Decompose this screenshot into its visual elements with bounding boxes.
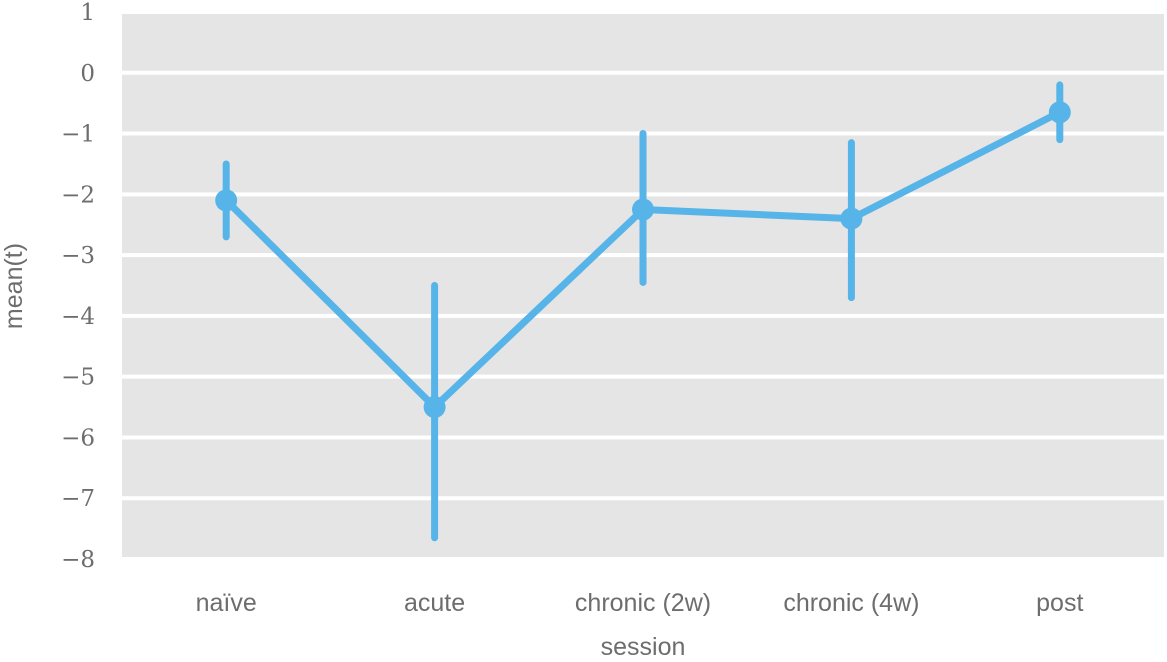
data-point [840, 207, 863, 230]
y-tick-label: 1 [80, 0, 95, 26]
x-tick-label: post [1036, 589, 1083, 617]
y-tick-label: −6 [61, 425, 95, 451]
data-point [1048, 101, 1071, 124]
y-axis-label: mean(t) [0, 243, 28, 329]
y-tick-label: −4 [61, 304, 95, 330]
y-tick-label: −7 [61, 486, 95, 512]
y-tick-label: −8 [61, 547, 95, 573]
y-tick-label: 0 [80, 61, 95, 87]
data-point [423, 396, 446, 419]
y-tick-label: −2 [61, 182, 95, 208]
y-tick-label: −1 [61, 122, 95, 148]
x-tick-label: chronic (4w) [783, 589, 919, 617]
x-tick-label: chronic (2w) [575, 589, 711, 617]
x-tick-label: naïve [196, 589, 257, 617]
y-tick-label: −3 [61, 243, 95, 269]
y-tick-label: −5 [61, 365, 95, 391]
data-point [215, 189, 238, 212]
x-tick-label: acute [404, 589, 465, 617]
data-point [632, 198, 654, 221]
x-axis-label: session [601, 633, 686, 661]
